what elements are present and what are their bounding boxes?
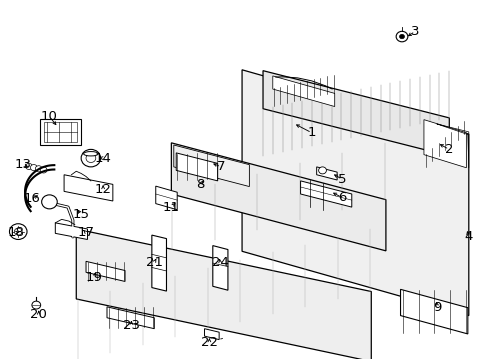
Text: 15: 15	[73, 208, 89, 221]
Ellipse shape	[83, 152, 98, 156]
Text: 16: 16	[24, 192, 41, 205]
Polygon shape	[212, 246, 227, 290]
Text: 22: 22	[201, 336, 218, 349]
Polygon shape	[171, 143, 385, 251]
Polygon shape	[55, 223, 87, 239]
Polygon shape	[176, 153, 217, 181]
Text: 12: 12	[94, 183, 111, 196]
Text: 5: 5	[337, 173, 346, 186]
Text: 13: 13	[14, 158, 31, 171]
Polygon shape	[173, 145, 249, 186]
Text: 19: 19	[86, 271, 102, 284]
Circle shape	[9, 224, 27, 239]
Circle shape	[35, 166, 42, 172]
Text: 1: 1	[307, 126, 315, 139]
Polygon shape	[263, 71, 448, 156]
Text: 8: 8	[196, 178, 204, 191]
Text: 20: 20	[30, 308, 47, 321]
Circle shape	[318, 167, 326, 174]
Circle shape	[41, 195, 57, 209]
Polygon shape	[152, 235, 166, 291]
Text: 7: 7	[216, 161, 225, 174]
Circle shape	[395, 31, 407, 42]
Text: 14: 14	[95, 152, 111, 165]
Circle shape	[40, 167, 47, 173]
Polygon shape	[43, 122, 77, 141]
Text: 17: 17	[78, 226, 94, 239]
Text: 18: 18	[8, 226, 25, 239]
Text: 9: 9	[432, 301, 441, 314]
Text: 10: 10	[41, 110, 58, 123]
Circle shape	[14, 228, 22, 235]
Text: 4: 4	[464, 230, 472, 243]
Text: 21: 21	[145, 256, 163, 269]
Polygon shape	[272, 76, 334, 107]
Circle shape	[81, 149, 101, 167]
Text: 24: 24	[211, 256, 228, 269]
Polygon shape	[76, 229, 370, 360]
Polygon shape	[316, 167, 336, 180]
Polygon shape	[156, 186, 177, 210]
Text: 23: 23	[122, 319, 140, 332]
Circle shape	[32, 301, 41, 309]
Circle shape	[86, 154, 96, 162]
Circle shape	[399, 34, 404, 39]
Polygon shape	[40, 119, 81, 145]
Text: 6: 6	[337, 191, 346, 204]
Text: 2: 2	[444, 143, 452, 156]
Circle shape	[25, 163, 32, 170]
Polygon shape	[242, 70, 468, 316]
Text: 11: 11	[163, 201, 180, 213]
Circle shape	[30, 165, 37, 171]
Polygon shape	[86, 261, 125, 282]
Polygon shape	[300, 181, 351, 207]
Text: 3: 3	[410, 25, 419, 38]
Polygon shape	[204, 329, 219, 339]
Polygon shape	[423, 120, 466, 168]
Polygon shape	[107, 307, 154, 329]
Polygon shape	[64, 175, 113, 201]
Polygon shape	[400, 289, 467, 334]
